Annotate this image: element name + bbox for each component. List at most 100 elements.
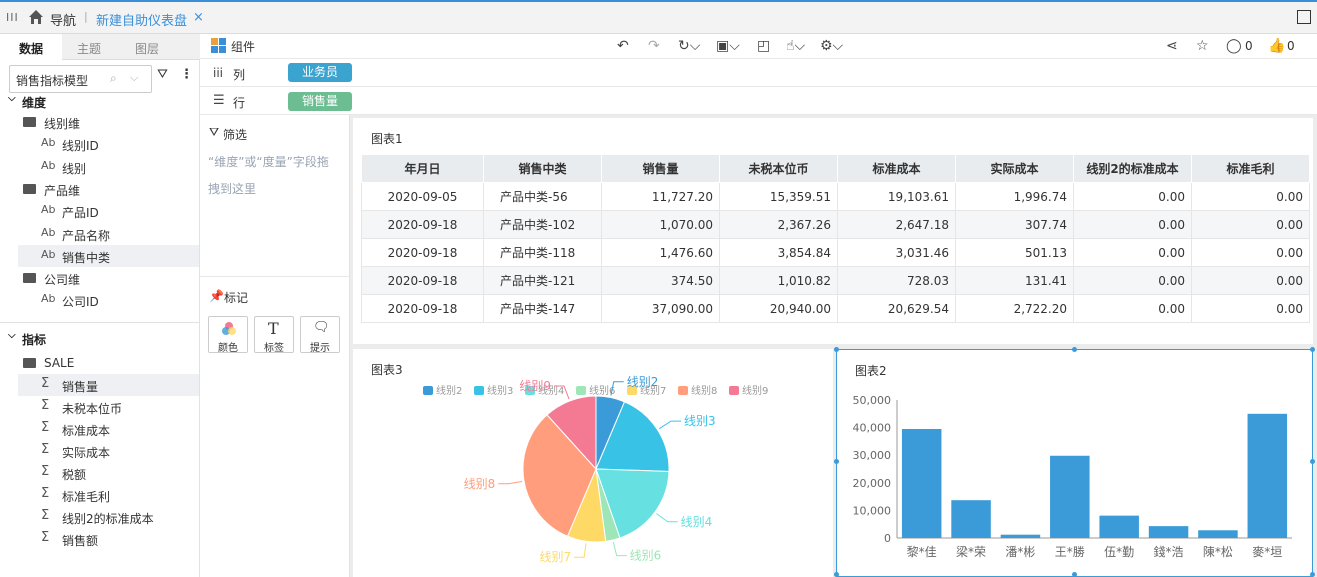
filter-tree-icon[interactable]: ⛛ xyxy=(157,67,168,82)
bar[interactable] xyxy=(1000,534,1041,538)
legend-swatch[interactable] xyxy=(576,386,586,395)
components-label[interactable]: 组件 xyxy=(231,40,256,54)
table-row[interactable]: 2020-09-18 产品中类-147 37,090.00 20,940.00 20,6… xyxy=(361,294,1310,323)
measure-field[interactable]: Σ 销售额 xyxy=(18,528,199,550)
bar[interactable] xyxy=(1050,455,1090,538)
chart3-panel[interactable]: 图表3 线别2 线别3 线别4 线别6 线别7 线别8 线别9 线别2 线别3 线别4 线别6 线别7… xyxy=(353,349,833,577)
like-icon[interactable]: 👍 xyxy=(1268,38,1286,54)
dimension-field[interactable]: Ab 线别 xyxy=(18,156,199,178)
undo-icon[interactable]: ↶ xyxy=(617,38,629,54)
nav-label[interactable]: 导航 xyxy=(50,14,77,29)
pie-slice[interactable] xyxy=(595,401,670,472)
dimension-field[interactable]: Ab 产品ID xyxy=(18,200,199,222)
chart2-panel[interactable]: 图表2 0 10,000 20,000 30,000 40,000 50,000 黎*佳 梁*… xyxy=(836,349,1313,577)
share-icon[interactable]: ⋖ xyxy=(1166,38,1178,54)
column-pill[interactable]: 业务员 xyxy=(288,63,352,82)
save-icon[interactable]: ▣⌵ xyxy=(716,38,740,54)
resize-handle[interactable] xyxy=(1071,571,1077,577)
measure-folder[interactable]: SALE xyxy=(18,352,199,374)
favorite-icon[interactable]: ☆ xyxy=(1196,38,1209,54)
tab-dashboard[interactable]: 新建自助仪表盘 xyxy=(96,14,188,29)
color-button[interactable]: 颜色 xyxy=(208,316,248,354)
dimension-field[interactable]: Ab 销售中类 xyxy=(18,244,199,267)
bar[interactable] xyxy=(901,428,942,538)
resize-handle[interactable] xyxy=(1071,346,1077,352)
tab-theme[interactable]: 主题 xyxy=(77,42,102,56)
column-header[interactable]: 年月日 xyxy=(361,154,484,183)
label-button[interactable]: T 标签 xyxy=(254,316,294,354)
redo-icon[interactable]: ↷ xyxy=(648,38,660,54)
dimension-field[interactable]: Ab 公司ID xyxy=(18,289,199,311)
refresh-icon[interactable]: ↻⌵ xyxy=(678,38,701,54)
dimension-folder[interactable]: 线别维 xyxy=(18,111,199,133)
column-header[interactable]: 线别2的标准成本 xyxy=(1073,154,1192,183)
measure-field[interactable]: Σ 税额 xyxy=(18,462,199,484)
bar[interactable] xyxy=(1148,526,1189,538)
grip-icon[interactable]: III xyxy=(6,11,19,24)
pie-slice[interactable] xyxy=(546,395,597,471)
bar[interactable] xyxy=(1099,515,1139,538)
tooltip-button[interactable]: 🗨 提示 xyxy=(300,316,340,354)
search-icon[interactable]: ⌕ xyxy=(110,71,117,85)
bar[interactable] xyxy=(951,500,991,538)
home-icon[interactable] xyxy=(28,9,44,25)
legend-swatch[interactable] xyxy=(729,386,739,395)
dimension-field[interactable]: Ab 线别ID xyxy=(18,133,199,155)
row-pill[interactable]: 销售量 xyxy=(288,92,352,111)
measure-field[interactable]: Σ 未税本位币 xyxy=(18,396,199,418)
measure-field[interactable]: Σ 线别2的标准成本 xyxy=(18,506,199,528)
column-header[interactable]: 标准成本 xyxy=(837,154,956,183)
table-row[interactable]: 2020-09-18 产品中类-102 1,070.00 2,367.26 2,647.… xyxy=(361,210,1310,239)
column-header[interactable]: 标准毛利 xyxy=(1191,154,1310,183)
bar[interactable] xyxy=(1198,530,1238,538)
close-tab-icon[interactable]: × xyxy=(193,10,204,25)
chart1-panel[interactable]: 图表1 年月日 销售中类 销售量 未税本位币 标准成本 实际成本 线别2的标准成本 标准毛利 … xyxy=(353,118,1313,344)
maximize-icon[interactable] xyxy=(1297,10,1311,24)
pie-slice[interactable] xyxy=(522,414,597,537)
table-row[interactable]: 2020-09-18 产品中类-121 374.50 1,010.82 728.03 13… xyxy=(361,266,1310,295)
legend-label[interactable]: 线别3 xyxy=(487,384,513,397)
measure-section[interactable]: ⌵ 指标 xyxy=(0,328,199,350)
tab-data[interactable]: 数据 xyxy=(19,42,44,56)
measure-field[interactable]: Σ 标准毛利 xyxy=(18,484,199,506)
filter-dropzone[interactable]: “维度”或“度量”字段拖拽到这里 xyxy=(208,155,329,196)
dimension-folder[interactable]: 产品维 xyxy=(18,178,199,200)
legend-swatch[interactable] xyxy=(423,386,433,395)
measure-field[interactable]: Σ 销售量 xyxy=(18,374,199,396)
resize-handle[interactable] xyxy=(833,459,839,464)
column-header[interactable]: 未税本位币 xyxy=(719,154,838,183)
comment-icon[interactable]: ◯ xyxy=(1226,38,1242,54)
column-header[interactable]: 销售量 xyxy=(601,154,720,183)
legend-label[interactable]: 线别4 xyxy=(538,384,564,397)
legend-label[interactable]: 线别8 xyxy=(691,384,717,397)
interaction-icon[interactable]: ☝⌵ xyxy=(786,38,806,54)
preview-icon[interactable]: ◰ xyxy=(757,38,771,54)
legend-swatch[interactable] xyxy=(474,386,484,395)
settings-icon[interactable]: ⚙⌵ xyxy=(820,38,844,54)
resize-handle[interactable] xyxy=(833,571,839,577)
legend-swatch[interactable] xyxy=(525,386,535,395)
dimension-section[interactable]: ⌵ 维度 xyxy=(0,91,199,113)
resize-handle[interactable] xyxy=(1309,459,1315,464)
bar[interactable] xyxy=(1247,413,1288,538)
resize-handle[interactable] xyxy=(833,346,839,352)
legend-label[interactable]: 线别2 xyxy=(436,384,462,397)
column-header[interactable]: 销售中类 xyxy=(483,154,602,183)
measure-field[interactable]: Σ 标准成本 xyxy=(18,418,199,440)
dimension-field[interactable]: Ab 产品名称 xyxy=(18,223,199,245)
resize-handle[interactable] xyxy=(1309,571,1315,577)
table-row[interactable]: 2020-09-18 产品中类-118 1,476.60 3,854.84 3,031.… xyxy=(361,238,1310,267)
more-icon[interactable]: ⋮ xyxy=(180,67,193,82)
components-icon[interactable] xyxy=(211,38,226,53)
legend-swatch[interactable] xyxy=(678,386,688,395)
table-row[interactable]: 2020-09-05 产品中类-56 11,727.20 15,359.51 19,10… xyxy=(361,182,1310,211)
column-header[interactable]: 实际成本 xyxy=(955,154,1074,183)
legend-label[interactable]: 线别6 xyxy=(589,384,615,397)
chevron-down-icon[interactable]: ⌵ xyxy=(130,71,139,84)
tab-layers[interactable]: 图层 xyxy=(135,42,160,56)
legend-label[interactable]: 线别9 xyxy=(742,384,768,397)
resize-handle[interactable] xyxy=(1309,346,1315,352)
model-select[interactable]: 销售指标模型 ⌕ ⌵ xyxy=(9,65,152,93)
measure-field[interactable]: Σ 实际成本 xyxy=(18,440,199,462)
dimension-folder[interactable]: 公司维 xyxy=(18,267,199,289)
